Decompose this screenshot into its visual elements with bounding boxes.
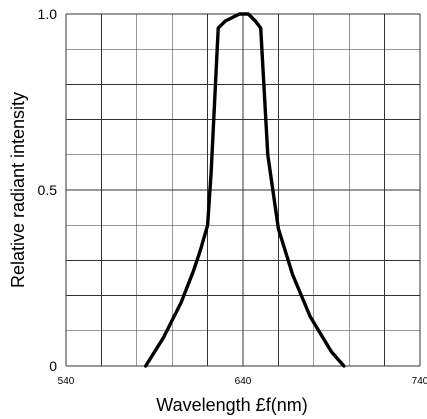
y-tick-label-1-0: 1.0 (38, 6, 58, 22)
y-tick-labels: 0 0.5 1.0 (38, 6, 58, 374)
x-tick-label-740: 740 (412, 376, 427, 387)
y-tick-label-0-5: 0.5 (38, 182, 58, 198)
chart-grid (65, 13, 421, 367)
x-tick-label-640: 640 (235, 376, 252, 387)
y-tick-label-0: 0 (49, 358, 57, 374)
series-line-intensity (143, 12, 346, 368)
x-axis-title: Wavelength £f(nm) (156, 395, 307, 415)
y-axis-title: Relative radiant intensity (8, 92, 28, 288)
x-tick-labels: 540 640 740 (58, 376, 427, 387)
x-tick-label-540: 540 (58, 376, 75, 387)
